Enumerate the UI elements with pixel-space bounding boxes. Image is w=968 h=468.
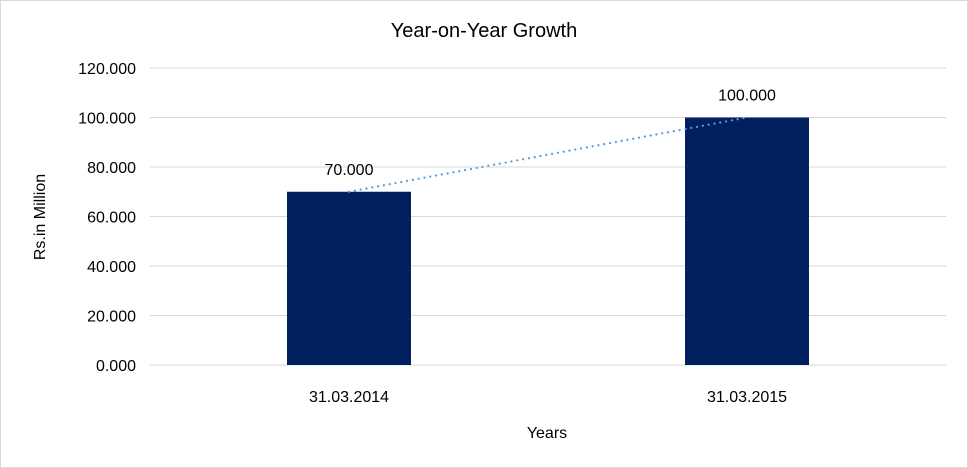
y-tick-label: 60.000 (87, 210, 136, 227)
y-tick-label: 20.000 (87, 309, 136, 326)
x-axis-label: Years (527, 425, 567, 442)
y-tick-label: 40.000 (87, 259, 136, 276)
y-axis-label: Rs.in Million (32, 174, 49, 260)
chart-title: Year-on-Year Growth (391, 20, 577, 42)
y-tick-label: 0.000 (96, 358, 136, 375)
trendline (347, 116, 749, 193)
data-label: 70.000 (325, 162, 374, 179)
x-tick-label: 31.03.2015 (707, 389, 787, 406)
x-tick-label: 31.03.2014 (309, 389, 389, 406)
y-tick-label: 120.000 (78, 61, 136, 78)
bar (685, 117, 809, 365)
y-tick-label: 100.000 (78, 111, 136, 128)
data-label: 100.000 (718, 88, 776, 105)
bar (287, 191, 411, 365)
y-tick-label: 80.000 (87, 160, 136, 177)
